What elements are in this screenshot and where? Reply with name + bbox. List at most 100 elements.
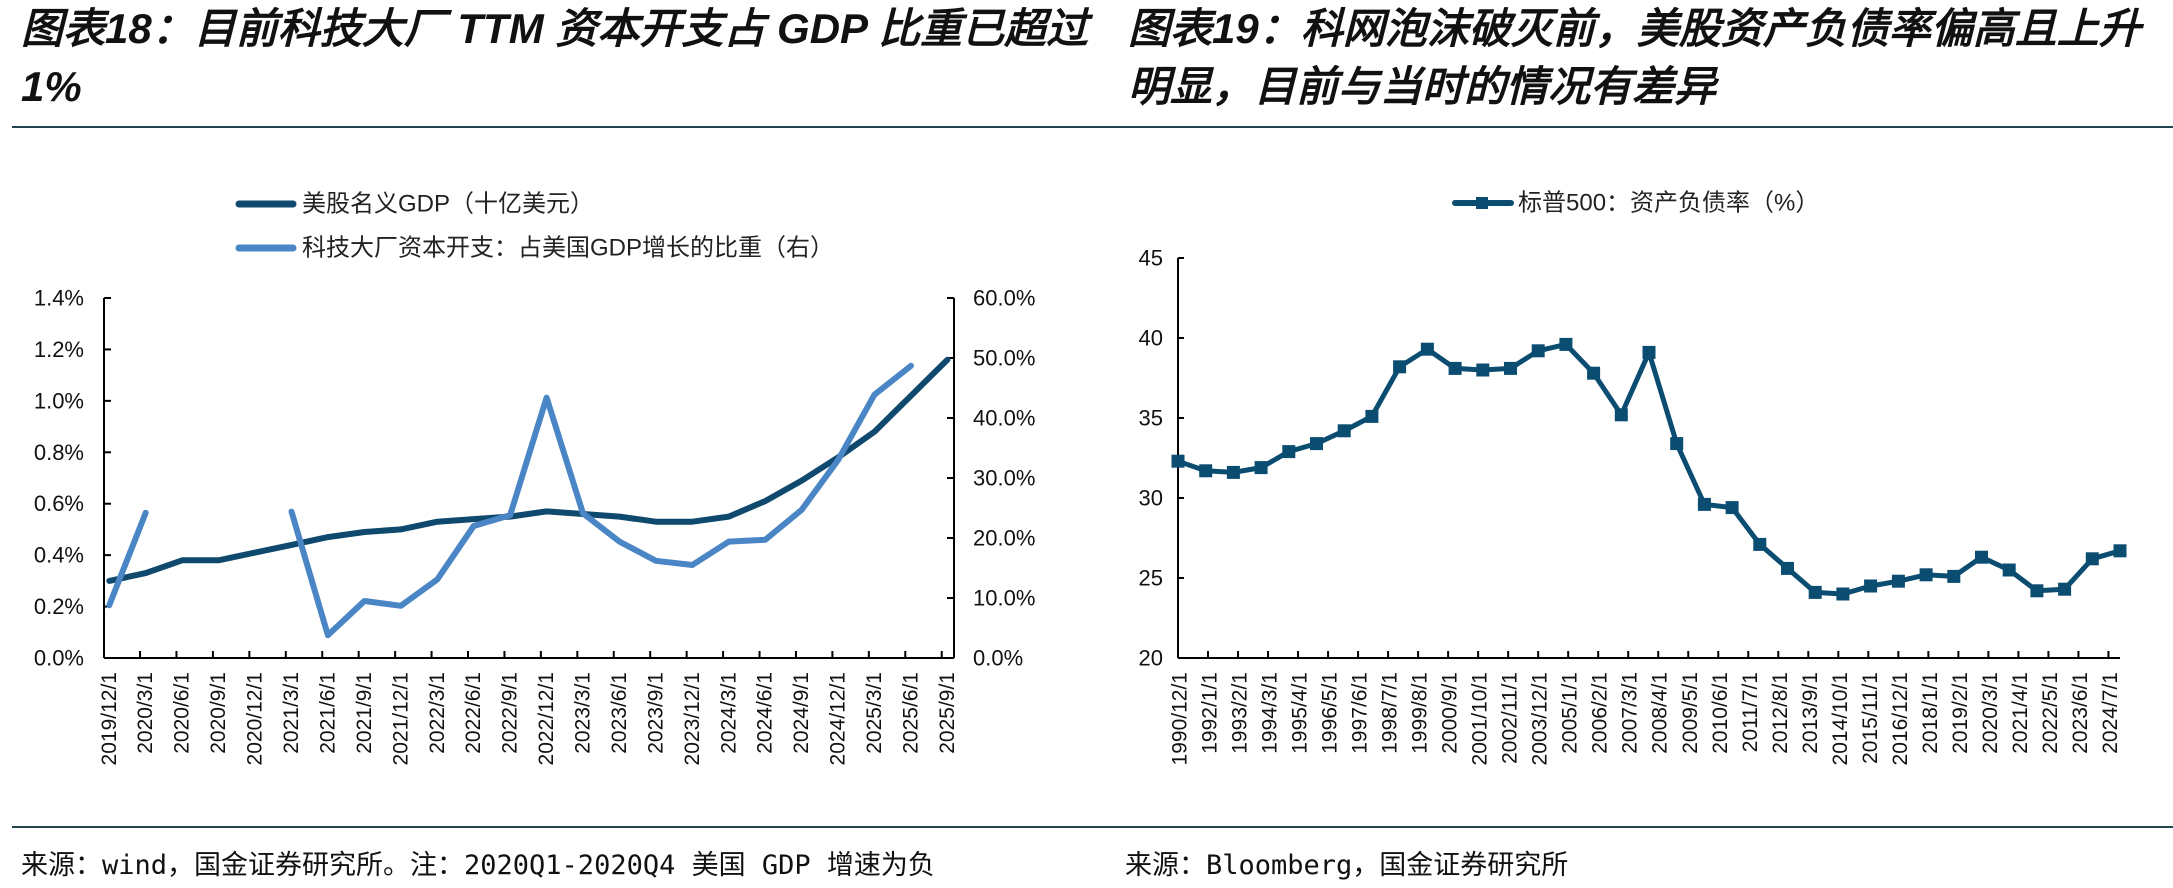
y-tick-label-right: 0.0% [973,646,1023,671]
x-tick-label: 2019/12/1 [98,672,121,765]
x-tick-label: 2013/9/1 [1799,672,1822,754]
data-point-marker [2058,582,2072,596]
y-tick-label: 25 [1139,566,1163,591]
data-point-marker [2002,563,2016,577]
x-tick-label: 2002/11/1 [1499,672,1522,764]
x-tick-label: 2009/5/1 [1679,672,1702,754]
data-point-marker [1559,337,1573,351]
data-point-marker [1420,342,1434,356]
left-source-note: 来源：wind，国金证券研究所。注：2020Q1-2020Q4 美国 GDP 增… [21,850,935,881]
x-tick-label: 2020/12/1 [244,672,267,765]
y-tick-label-right: 20.0% [973,526,1035,551]
y-tick-label: 35 [1139,406,1163,431]
legend-square-marker [1476,197,1488,209]
x-tick-label: 2024/9/1 [790,672,813,754]
x-tick-label: 2008/4/1 [1649,672,1672,754]
x-tick-label: 1992/1/1 [1199,672,1222,754]
x-tick-label: 2024/12/1 [827,672,850,765]
x-tick-label: 1995/4/1 [1289,672,1312,754]
data-point-marker [1891,574,1905,588]
data-point-marker [1199,464,1213,478]
data-point-marker [1476,363,1490,377]
legend-item: 标普500：资产负债率（%） [1452,190,1819,217]
data-point-marker [2113,544,2127,558]
data-point-marker [1448,361,1462,375]
y-tick-label-left: 0.6% [34,491,84,516]
x-tick-label: 2014/10/1 [1829,672,1852,765]
x-tick-label: 2023/9/1 [644,672,667,754]
x-tick-label: 2023/12/1 [681,672,704,765]
y-tick-label-left: 0.4% [34,543,84,568]
x-tick-label: 2000/9/1 [1439,672,1462,754]
x-tick-label: 2021/12/1 [389,672,412,765]
data-point-marker [1781,561,1794,575]
x-tick-label: 2023/6/1 [608,672,631,754]
x-tick-label: 1997/6/1 [1349,672,1372,754]
right-title-line-1: 图表19：科网泡沫破灭前，美股资产负债率偏高且上升 [1128,5,2141,52]
x-tick-label: 2024/6/1 [754,672,777,754]
x-tick-label: 2024/7/1 [2099,672,2122,754]
x-tick-label: 2025/9/1 [936,672,959,754]
data-point-marker [1947,569,1961,583]
x-tick-label: 2023/6/1 [2069,672,2092,754]
y-tick-label-right: 50.0% [973,346,1035,371]
x-tick-label: 2021/3/1 [280,672,303,754]
header-divider [12,126,2173,128]
data-point-marker [2085,552,2099,566]
x-tick-label: 2021/4/1 [2009,672,2032,754]
data-point-marker [1393,360,1407,374]
x-tick-label: 1999/8/1 [1409,672,1432,754]
data-point-marker [1753,537,1767,551]
left-chart-title: 图表18：目前科技大厂 TTM 资本开支占 GDP 比重已超过 1% [21,0,1088,116]
x-tick-label: 2021/9/1 [353,672,376,754]
y-tick-label: 45 [1139,246,1163,271]
x-tick-label: 2011/7/1 [1739,672,1762,752]
y-tick-label-right: 10.0% [973,586,1035,611]
x-tick-label: 2020/9/1 [207,672,230,754]
y-tick-label-left: 0.8% [34,440,84,465]
capex-ratio-series-line [288,362,914,639]
data-point-marker [1504,361,1517,375]
y-tick-label-left: 1.0% [34,388,84,413]
data-point-marker [1697,497,1711,511]
y-tick-label-left: 0.0% [34,646,84,671]
data-point-marker [1975,550,1988,564]
right-title-line-2: 明显，目前与当时的情况有差异 [1128,63,1717,110]
leverage-series-line [1177,341,2121,597]
x-tick-label: 2022/3/1 [426,672,449,754]
y-tick-label-right: 60.0% [973,286,1035,311]
x-tick-label: 1998/7/1 [1379,672,1402,754]
x-tick-label: 2007/3/1 [1619,672,1642,754]
data-point-marker [1171,454,1185,468]
x-tick-label: 2022/9/1 [499,672,522,754]
x-tick-label: 2023/3/1 [572,672,595,754]
x-tick-label: 2019/2/1 [1949,672,1972,754]
footer-divider [12,826,2173,828]
x-tick-label: 2024/3/1 [717,672,740,754]
data-point-marker [1725,501,1739,515]
x-tick-label: 2022/5/1 [2039,672,2062,754]
x-tick-label: 2018/1/1 [1919,672,1942,754]
x-tick-label: 1993/2/1 [1229,672,1252,754]
data-point-marker [1226,465,1240,479]
data-point-marker [1337,424,1351,438]
gdp-series-line [106,356,951,584]
x-tick-label: 2021/6/1 [316,672,339,754]
right-chart-title: 图表19：科网泡沫破灭前，美股资产负债率偏高且上升 明显，目前与当时的情况有差异 [1128,0,2141,116]
x-tick-label: 2012/8/1 [1769,672,1792,754]
data-point-marker [2030,584,2044,598]
legend-label: 标普500：资产负债率（%） [1518,190,1819,217]
right-source-note: 来源：Bloomberg，国金证券研究所 [1125,850,1569,881]
x-tick-label: 2016/12/1 [1889,672,1912,765]
data-point-marker [1808,585,1822,599]
x-tick-label: 2005/1/1 [1559,672,1582,754]
y-tick-label: 30 [1139,486,1163,511]
y-tick-label: 20 [1139,646,1163,671]
x-tick-label: 2010/6/1 [1709,672,1732,754]
x-tick-label: 2015/11/1 [1859,672,1882,764]
x-tick-label: 1994/3/1 [1259,672,1282,754]
legend-label: 美股名义GDP（十亿美元） [302,191,594,218]
left-title-line-2: 1% [21,63,82,110]
left-title-line-1: 图表18：目前科技大厂 TTM 资本开支占 GDP 比重已超过 [21,5,1089,52]
